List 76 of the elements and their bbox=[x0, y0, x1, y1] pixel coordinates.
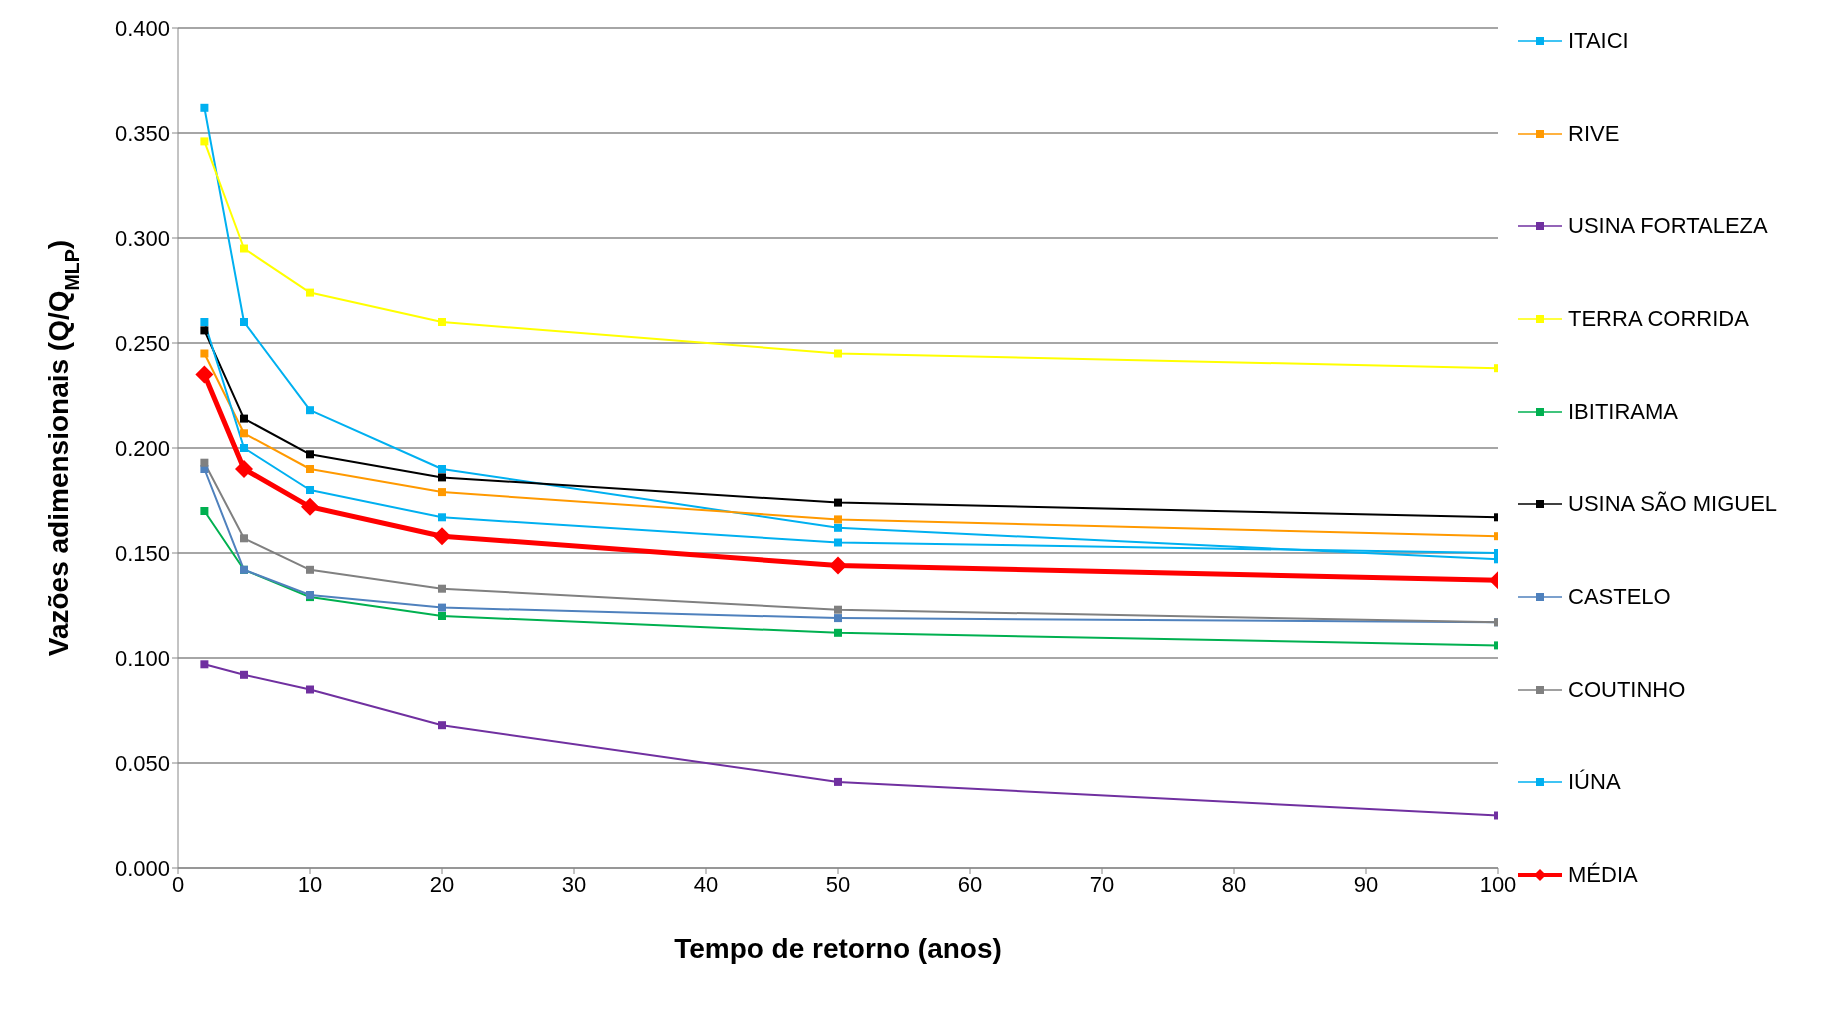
y-tick-label: 0.000 bbox=[114, 855, 170, 881]
y-tick-label: 0.200 bbox=[114, 435, 170, 461]
x-axis-title: Tempo de retorno (anos) bbox=[674, 933, 1002, 964]
legend-label: IBITIRAMA bbox=[1568, 398, 1679, 425]
point bbox=[306, 465, 314, 473]
point bbox=[240, 429, 248, 438]
legend-label: USINA FORTALEZA bbox=[1568, 213, 1768, 240]
point bbox=[235, 460, 253, 478]
y-tick-label: 0.150 bbox=[114, 540, 170, 566]
y-tick-label: 0.350 bbox=[114, 120, 170, 146]
point bbox=[438, 465, 446, 473]
point bbox=[240, 534, 248, 543]
x-tick-label: 50 bbox=[825, 871, 851, 897]
point bbox=[200, 103, 209, 112]
x-tick-label: 0 bbox=[171, 871, 185, 897]
x-tick-label: 100 bbox=[1479, 871, 1517, 897]
x-tick-label: 90 bbox=[1353, 871, 1379, 897]
point bbox=[438, 612, 446, 620]
point bbox=[200, 318, 209, 326]
point bbox=[438, 721, 446, 730]
point bbox=[834, 605, 842, 614]
point bbox=[200, 137, 209, 146]
legend-label: RIVE bbox=[1568, 120, 1620, 147]
y-tick-label: 0.250 bbox=[114, 330, 170, 356]
point bbox=[200, 349, 209, 358]
point bbox=[834, 523, 842, 532]
point bbox=[834, 628, 842, 637]
point bbox=[834, 614, 842, 623]
point bbox=[240, 444, 248, 452]
legend-label: TERRA CORRIDA bbox=[1568, 305, 1749, 332]
point bbox=[306, 450, 314, 459]
point bbox=[200, 507, 209, 515]
point bbox=[438, 603, 446, 612]
legend-label: ITAICI bbox=[1568, 28, 1629, 54]
x-tick-label: 30 bbox=[561, 871, 587, 897]
point bbox=[240, 244, 248, 253]
y-tick-label: 0.400 bbox=[114, 15, 170, 41]
legend-label: MÉDIA bbox=[1568, 861, 1638, 888]
x-tick-label: 70 bbox=[1089, 871, 1115, 897]
point bbox=[834, 777, 842, 786]
point bbox=[438, 488, 446, 497]
y-tick-label: 0.100 bbox=[114, 645, 170, 671]
point bbox=[306, 406, 314, 415]
y-tick-label: 0.050 bbox=[114, 750, 170, 776]
point bbox=[240, 414, 248, 423]
legend-label: COUTINHO bbox=[1568, 676, 1686, 703]
y-tick-label: 0.300 bbox=[114, 225, 170, 251]
point bbox=[438, 584, 446, 593]
point bbox=[200, 326, 209, 335]
point bbox=[200, 660, 209, 669]
x-tick-label: 40 bbox=[693, 871, 719, 897]
point bbox=[306, 685, 314, 694]
point bbox=[240, 318, 248, 326]
legend-label: USINA SÃO MIGUEL bbox=[1568, 491, 1778, 518]
point bbox=[834, 498, 842, 507]
point bbox=[306, 288, 314, 297]
point bbox=[834, 349, 842, 358]
x-tick-label: 80 bbox=[1221, 871, 1247, 897]
point bbox=[200, 458, 209, 467]
point bbox=[438, 318, 446, 326]
point bbox=[438, 473, 446, 482]
point bbox=[195, 365, 214, 384]
point bbox=[829, 556, 847, 575]
point bbox=[433, 527, 451, 546]
point bbox=[834, 515, 842, 524]
x-tick-label: 10 bbox=[297, 871, 323, 897]
point bbox=[240, 670, 248, 679]
point bbox=[438, 513, 446, 522]
point bbox=[301, 497, 319, 516]
legend-label: CASTELO bbox=[1568, 583, 1671, 610]
x-tick-label: 60 bbox=[957, 871, 983, 897]
point bbox=[834, 538, 842, 547]
x-tick-label: 20 bbox=[429, 871, 455, 897]
legend-label: IÚNA bbox=[1568, 769, 1621, 796]
point bbox=[306, 565, 314, 574]
point bbox=[306, 486, 314, 494]
